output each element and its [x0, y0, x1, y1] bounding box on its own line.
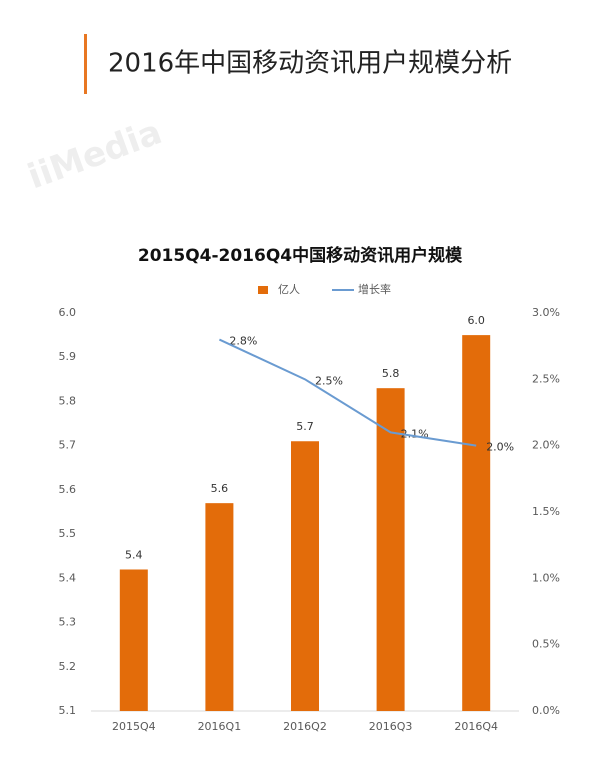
y-tick-label: 5.3: [59, 616, 77, 629]
y2-tick-label: 3.0%: [532, 306, 560, 319]
line-label: 2.8%: [229, 335, 257, 348]
bar-label: 5.7: [296, 420, 314, 433]
x-tick-label: 2016Q4: [454, 720, 498, 733]
line-label: 2.5%: [315, 374, 343, 387]
y-tick-label: 5.4: [59, 571, 77, 584]
bar: [291, 441, 319, 711]
y-tick-label: 5.8: [59, 394, 77, 407]
y2-tick-label: 1.0%: [532, 571, 560, 584]
x-tick-label: 2016Q1: [198, 720, 242, 733]
y2-tick-label: 2.5%: [532, 372, 560, 385]
bar-label: 5.8: [382, 367, 400, 380]
bar: [119, 569, 148, 711]
chart-title: 2015Q4-2016Q4中国移动资讯用户规模: [138, 245, 463, 266]
y-tick-label: 5.7: [59, 439, 77, 452]
title-accent: [84, 34, 87, 94]
bar: [376, 388, 405, 711]
page-title: 2016年中国移动资讯用户规模分析: [108, 49, 512, 79]
y-tick-label: 5.5: [59, 527, 77, 540]
bar-label: 6.0: [467, 314, 485, 327]
y-tick-label: 5.9: [59, 350, 77, 363]
watermark: iiMedia: [23, 112, 167, 197]
x-tick-label: 2015Q4: [112, 720, 156, 733]
bar: [462, 335, 491, 711]
y-tick-label: 5.2: [59, 660, 77, 673]
y2-tick-label: 2.0%: [532, 439, 560, 452]
legend-label: 增长率: [358, 282, 391, 296]
x-tick-label: 2016Q2: [283, 720, 327, 733]
y2-tick-label: 0.5%: [532, 638, 560, 651]
x-tick-label: 2016Q3: [369, 720, 413, 733]
legend-label: 亿人: [278, 283, 300, 296]
y-tick-label: 6.0: [59, 306, 77, 319]
bar-label: 5.4: [125, 548, 143, 561]
legend-swatch: [258, 286, 268, 294]
y-tick-label: 5.6: [59, 483, 77, 496]
line-label: 2.0%: [486, 441, 514, 454]
y-tick-label: 5.1: [59, 704, 77, 717]
y2-tick-label: 0.0%: [532, 704, 560, 717]
line: [218, 338, 477, 447]
bar: [205, 503, 234, 711]
bar-label: 5.6: [211, 482, 229, 495]
y2-tick-label: 1.5%: [532, 505, 560, 518]
